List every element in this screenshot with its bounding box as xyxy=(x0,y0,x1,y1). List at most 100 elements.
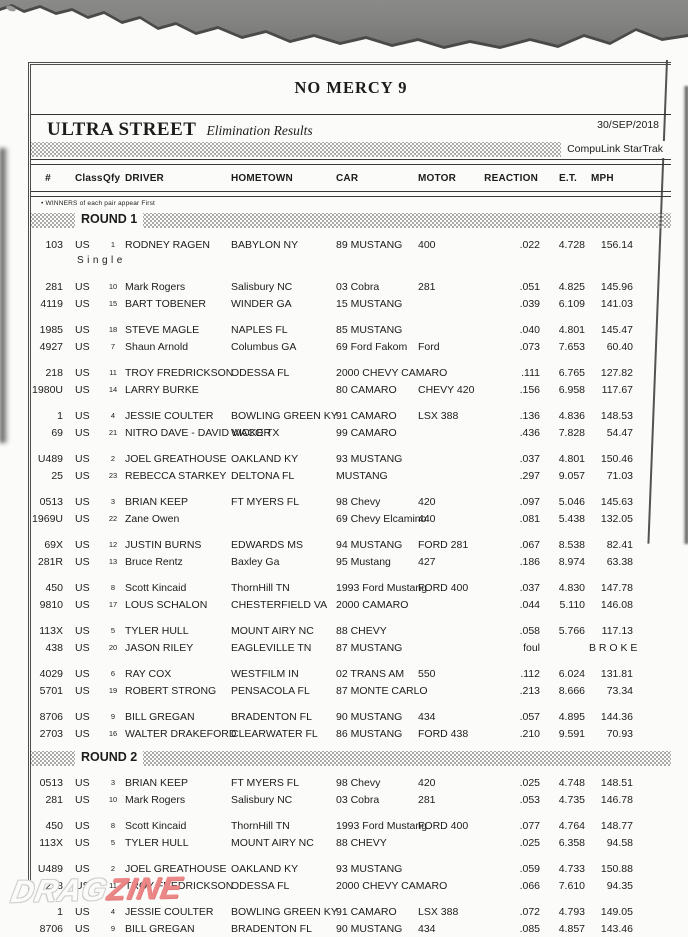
cell-reaction: .051 xyxy=(519,280,540,293)
race-pair: 450 US 8 Scott Kincaid ThornHill TN 1993 Ford… xyxy=(31,817,671,851)
results-subtitle: Elimination Results xyxy=(206,123,313,138)
cell-cls: US xyxy=(75,879,90,892)
cell-cls: US xyxy=(75,323,90,336)
cell-driver: Zane Owen xyxy=(125,512,180,525)
scan-smudge-left xyxy=(0,148,9,443)
cell-qfy: 11 xyxy=(109,881,117,890)
cell-num: 0513 xyxy=(39,776,63,789)
cell-driver: JOEL GREATHOUSE xyxy=(125,452,227,465)
cell-car: 85 MUSTANG xyxy=(336,323,403,336)
cell-num: 450 xyxy=(45,819,63,832)
cell-mph: 146.08 xyxy=(600,598,633,611)
results-body: ROUND 1 103 US 1 RODNEY RAGEN BABYLON NY 89 MU… xyxy=(31,211,671,937)
race-pair: 0513 US 3 BRIAN KEEP FT MYERS FL 98 Chevy 420.… xyxy=(31,493,671,527)
col-header-mph: MPH xyxy=(591,172,614,184)
cell-qfy: 2 xyxy=(110,864,116,873)
cell-mph: 127.82 xyxy=(600,366,633,379)
cell-car: 1993 Ford Mustang xyxy=(336,819,428,832)
cell-num: 1 xyxy=(57,409,63,422)
cell-cls: US xyxy=(75,710,90,723)
cell-et: 4.801 xyxy=(558,323,585,336)
cell-qfy: 22 xyxy=(108,514,118,523)
cell-et: 4.857 xyxy=(558,922,585,935)
cell-reaction: .186 xyxy=(519,555,540,568)
class-title: ULTRA STREET xyxy=(47,119,197,140)
cell-hometown: MOUNT AIRY NC xyxy=(231,624,314,637)
report-subheader: ULTRA STREET Elimination Results 30/SEP/2… xyxy=(31,115,671,159)
cell-car: 88 CHEVY xyxy=(336,624,387,637)
cell-qfy: 9 xyxy=(110,712,116,721)
result-row: 438 US 20 JASON RILEY EAGLEVILLE TN 87 MUSTAN… xyxy=(31,639,671,656)
cell-hometown: Salisbury NC xyxy=(231,793,293,806)
cell-driver: JESSIE COULTER xyxy=(125,409,214,422)
cell-driver: WALTER DRAKEFORD xyxy=(125,727,237,740)
result-row: 113X US 5 TYLER HULL MOUNT AIRY NC 88 CHEVY .0… xyxy=(31,834,671,851)
cell-driver: ROBERT STRONG xyxy=(125,684,217,697)
cell-car: 88 CHEVY xyxy=(336,836,387,849)
col-header-motor: MOTOR xyxy=(418,172,457,184)
dragzine-watermark: DRAGZINE xyxy=(8,870,186,910)
cell-driver: STEVE MAGLE xyxy=(125,323,200,336)
result-row: 281 US 10 Mark Rogers Salisbury NC 03 Cobra 28… xyxy=(31,791,671,808)
cell-motor: FORD 400 xyxy=(418,581,469,594)
cell-num: 4029 xyxy=(39,667,63,680)
cell-motor: LSX 388 xyxy=(418,905,459,918)
cell-et: 6.958 xyxy=(558,383,585,396)
cell-num: 0513 xyxy=(39,495,63,508)
winners-note: • WINNERS of each pair appear First xyxy=(41,200,156,207)
cell-cls: US xyxy=(75,452,90,465)
cell-et: 5.438 xyxy=(558,512,585,525)
cell-cls: US xyxy=(75,512,90,525)
result-row: 1 US 4 JESSIE COULTER BOWLING GREEN KY 91 CAM… xyxy=(31,407,671,424)
result-row: 1985 US 18 STEVE MAGLE NAPLES FL 85 MUSTANG .0… xyxy=(31,321,671,338)
cell-reaction: .085 xyxy=(519,922,540,935)
cell-cls: US xyxy=(75,905,90,918)
cell-et: 5.766 xyxy=(558,624,585,637)
cell-mph: 148.51 xyxy=(600,776,633,789)
cell-mph: 54.47 xyxy=(606,426,633,439)
cell-driver: TYLER HULL xyxy=(125,836,189,849)
cell-num: 2703 xyxy=(39,727,63,740)
cell-qfy: 13 xyxy=(108,557,118,566)
scan-edge-right xyxy=(683,86,688,544)
col-header-driver: DRIVER xyxy=(125,172,164,184)
cell-reaction: .072 xyxy=(519,905,540,918)
cell-hometown: WACO TX xyxy=(231,426,280,439)
cell-et: 4.830 xyxy=(558,581,585,594)
cell-reaction: .112 xyxy=(520,667,540,680)
cell-mph: 94.58 xyxy=(606,836,633,849)
cell-num: 281 xyxy=(45,793,63,806)
cell-hometown: OAKLAND KY xyxy=(231,452,299,465)
cell-driver: Mark Rogers xyxy=(125,280,186,293)
cell-cls: US xyxy=(75,366,90,379)
cell-num: U489 xyxy=(37,862,63,875)
cell-et: 7.653 xyxy=(558,340,585,353)
cell-car: 87 MUSTANG xyxy=(336,641,403,654)
cell-car: 02 TRANS AM xyxy=(336,667,405,680)
cell-num: 8706 xyxy=(39,710,63,723)
cell-reaction: .057 xyxy=(519,710,540,723)
cell-et: 4.793 xyxy=(558,905,585,918)
cell-car: 03 Cobra xyxy=(336,793,380,806)
cell-mph: 71.03 xyxy=(606,469,633,482)
cell-hometown: ThornHill TN xyxy=(231,819,290,832)
cell-reaction: .059 xyxy=(519,862,540,875)
cell-num: 113X xyxy=(39,836,63,849)
cell-motor: 420 xyxy=(418,495,436,508)
cell-qfy: 3 xyxy=(110,778,116,787)
cell-car: 80 CAMARO xyxy=(336,383,397,396)
cell-motor: LSX 388 xyxy=(418,409,459,422)
cell-driver: Bruce Rentz xyxy=(125,555,183,568)
cell-mph: 150.88 xyxy=(600,862,633,875)
cell-motor: 440 xyxy=(418,512,436,525)
cell-mph: B R O K E xyxy=(589,641,638,654)
cell-cls: US xyxy=(75,581,90,594)
race-pair: 103 US 1 RODNEY RAGEN BABYLON NY 89 MUSTANG 40… xyxy=(31,236,671,269)
result-row: 113X US 5 TYLER HULL MOUNT AIRY NC 88 CHEVY .0… xyxy=(31,622,671,639)
result-row: 1969U US 22 Zane Owen 69 Chevy Elcamino 440 .0… xyxy=(31,510,671,527)
cell-car: 69 Chevy Elcamino xyxy=(336,512,427,525)
cell-mph: 141.03 xyxy=(600,297,633,310)
cell-et: 4.801 xyxy=(558,452,585,465)
race-pair: 113X US 5 TYLER HULL MOUNT AIRY NC 88 CHEVY .0… xyxy=(31,622,671,656)
round-band: ROUND 1 xyxy=(31,211,671,228)
